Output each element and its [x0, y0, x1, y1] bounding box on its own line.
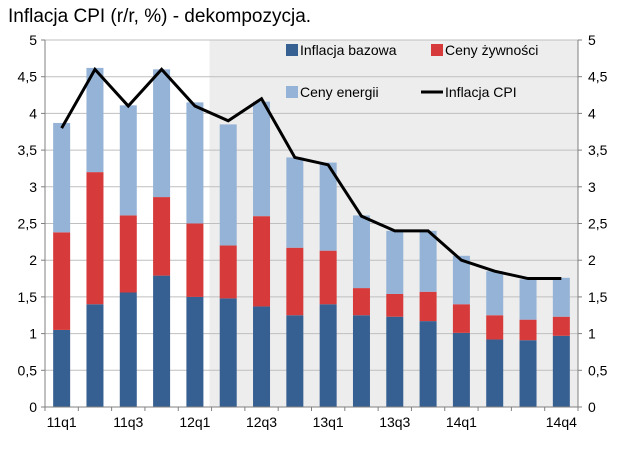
- y-tick-label-right: 0,5: [588, 362, 608, 378]
- bar-ceny-ywno-ci-11q4: [153, 197, 171, 276]
- y-tick-label-right: 2: [588, 252, 596, 268]
- bar-inflacja-bazowa-13q2: [352, 315, 370, 407]
- y-tick-label-left: 4: [29, 105, 37, 121]
- bar-ceny-energii-13q2: [352, 215, 370, 289]
- bar-ceny-energii-14q2: [486, 271, 504, 316]
- bar-ceny-ywno-ci-12q4: [286, 247, 304, 316]
- chart-title: Inflacja CPI (r/r, %) - dekompozycja.: [8, 6, 312, 27]
- bar-ceny-energii-14q4: [552, 277, 570, 317]
- y-tick-label-left: 0,5: [18, 362, 38, 378]
- x-tick-label-14q1: 14q1: [446, 414, 477, 430]
- bar-ceny-ywno-ci-11q2: [86, 172, 104, 305]
- y-tick-label-left: 0: [29, 399, 37, 415]
- x-tick-label-13q1: 13q1: [313, 414, 344, 430]
- x-tick-label-12q3: 12q3: [246, 414, 277, 430]
- bar-ceny-ywno-ci-14q1: [452, 304, 470, 333]
- bar-inflacja-bazowa-12q1: [186, 296, 204, 407]
- y-axis-left-ticks: 0 0,5 1 1,5 2 2,5 3 3,5 4 4,5 5: [18, 32, 45, 415]
- bar-ceny-energii-11q1: [53, 122, 71, 233]
- y-tick-label-right: 0: [588, 399, 596, 415]
- legend-label-inflacja-cpi: Inflacja CPI: [445, 84, 517, 100]
- bar-inflacja-bazowa-12q2: [219, 298, 237, 407]
- bar-inflacja-bazowa-13q4: [419, 321, 437, 407]
- bar-ceny-energii-12q4: [286, 157, 304, 248]
- bar-ceny-ywno-ci-12q2: [219, 245, 237, 299]
- y-tick-label-right: 1: [588, 326, 596, 342]
- y-tick-label-right: 4: [588, 105, 596, 121]
- y-tick-label-left: 1: [29, 326, 37, 342]
- y-axis-right-ticks: 0 0,5 1 1,5 2 2,5 3 3,5 4 4,5 5: [578, 32, 608, 415]
- cpi-line: [60, 66, 562, 281]
- y-tick-label-right: 5: [588, 32, 596, 48]
- bar-ceny-ywno-ci-11q3: [119, 215, 137, 293]
- x-tick-label-12q1: 12q1: [179, 414, 210, 430]
- line-inflacja-cpi: [60, 66, 562, 281]
- bar-ceny-ywno-ci-13q2: [352, 288, 370, 316]
- bar-ceny-ywno-ci-13q1: [319, 250, 337, 305]
- legend-label-ceny-energii: Ceny energii: [300, 84, 379, 100]
- bar-ceny-energii-13q3: [386, 230, 404, 294]
- bar-ceny-ywno-ci-13q4: [419, 291, 437, 322]
- bar-inflacja-bazowa-14q1: [452, 332, 470, 407]
- legend: Inflacja bazowa Ceny żywności Ceny energii…: [286, 42, 538, 100]
- bar-ceny-energii-12q3: [253, 101, 271, 217]
- x-tick-label-11q1: 11q1: [47, 414, 77, 430]
- bar-ceny-ywno-ci-14q2: [486, 315, 504, 340]
- bar-inflacja-bazowa-14q4: [552, 335, 570, 407]
- legend-swatch-ceny-ywno-ci: [431, 44, 443, 56]
- bar-ceny-energii-12q2: [219, 124, 237, 246]
- y-tick-label-right: 3,5: [588, 142, 608, 158]
- y-tick-label-right: 1,5: [588, 289, 608, 305]
- bar-ceny-energii-13q4: [419, 230, 437, 292]
- bar-ceny-energii-11q3: [119, 105, 137, 216]
- legend-swatch-inflacja-bazowa: [286, 44, 298, 56]
- x-tick-label-11q3: 11q3: [113, 414, 143, 430]
- bar-ceny-ywno-ci-14q3: [519, 319, 537, 341]
- bar-ceny-energii-13q1: [319, 162, 337, 251]
- bar-inflacja-bazowa-14q2: [486, 339, 504, 407]
- bar-inflacja-bazowa-11q2: [86, 304, 104, 407]
- bar-inflacja-bazowa-12q4: [286, 315, 304, 407]
- bar-ceny-energii-12q1: [186, 102, 204, 224]
- bar-ceny-energii-14q1: [452, 255, 470, 305]
- legend-swatch-ceny-energii: [286, 86, 298, 98]
- bar-ceny-ywno-ci-12q3: [253, 216, 271, 307]
- y-tick-label-left: 1,5: [18, 289, 38, 305]
- x-tick-label-14q4: 14q4: [546, 414, 577, 430]
- y-tick-label-right: 4,5: [588, 69, 608, 85]
- bar-ceny-energii-11q2: [86, 67, 104, 173]
- y-tick-label-left: 3,5: [18, 142, 38, 158]
- bar-ceny-energii-14q3: [519, 279, 537, 320]
- bar-ceny-ywno-ci-14q4: [552, 316, 570, 336]
- legend-label-inflacja-bazowa: Inflacja bazowa: [300, 42, 397, 58]
- y-tick-label-left: 2,5: [18, 216, 38, 232]
- bar-ceny-ywno-ci-11q1: [53, 232, 71, 330]
- y-tick-label-left: 4,5: [18, 69, 38, 85]
- y-tick-label-left: 2: [29, 252, 37, 268]
- bar-inflacja-bazowa-12q3: [253, 306, 271, 407]
- y-tick-label-left: 5: [29, 32, 37, 48]
- bar-inflacja-bazowa-13q3: [386, 316, 404, 407]
- y-tick-label-left: 3: [29, 179, 37, 195]
- legend-label-ceny-ywno-ci: Ceny żywności: [445, 42, 538, 58]
- bar-ceny-energii-11q4: [153, 69, 171, 198]
- y-tick-label-right: 2,5: [588, 216, 608, 232]
- x-tick-label-13q3: 13q3: [379, 414, 410, 430]
- bar-inflacja-bazowa-11q1: [53, 329, 71, 407]
- bar-inflacja-bazowa-13q1: [319, 304, 337, 407]
- y-tick-label-right: 3: [588, 179, 596, 195]
- x-axis-ticks: 11q1 11q3 12q1 12q3 13q1 13q3 14q1 14q4: [44, 407, 579, 430]
- bar-inflacja-bazowa-11q4: [153, 275, 171, 407]
- bar-inflacja-bazowa-14q3: [519, 340, 537, 407]
- bars: [53, 67, 570, 407]
- bar-ceny-ywno-ci-13q3: [386, 293, 404, 317]
- bar-inflacja-bazowa-11q3: [119, 292, 137, 407]
- bar-ceny-ywno-ci-12q1: [186, 223, 204, 297]
